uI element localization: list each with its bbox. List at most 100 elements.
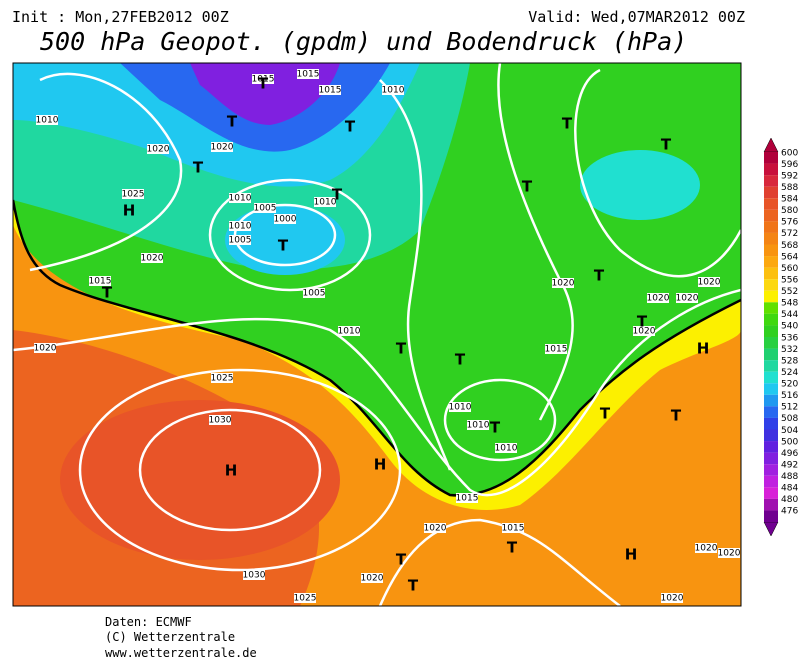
isobar-label-bg [361, 573, 383, 583]
isobar-label-bg [252, 74, 274, 84]
colorbar-label: 588 [781, 183, 798, 193]
colorbar-swatch [764, 348, 778, 361]
colorbar-swatch [764, 337, 778, 349]
colorbar-label: 516 [781, 391, 798, 401]
pressure-system: T [332, 186, 343, 204]
colorbar-swatch [764, 325, 778, 337]
colorbar-bottom-arrow [763, 521, 779, 537]
colorbar-label: 584 [781, 195, 798, 205]
pressure-system: T [227, 113, 238, 131]
colorbar-swatch [764, 313, 778, 326]
map-frame [12, 62, 742, 607]
isobar-label: 1015 [545, 345, 568, 355]
colorbar-swatch [764, 417, 778, 430]
colorbar-swatch [764, 186, 778, 199]
isobar-label-bg [424, 523, 446, 533]
isobar-label: 1010 [382, 86, 405, 96]
isobar [208, 178, 372, 292]
colorbar-label: 488 [781, 472, 798, 482]
colorbar-swatch [764, 498, 778, 511]
isobar-label: 1030 [243, 571, 266, 581]
colorbar-label: 556 [781, 275, 798, 285]
isobar [78, 368, 402, 572]
isobar [574, 68, 741, 278]
isobar-label: 1010 [229, 194, 252, 204]
pressure-system: H [697, 340, 710, 358]
isobar-label: 1015 [456, 494, 479, 504]
isobar-label: 1015 [252, 75, 275, 85]
isobar [379, 79, 452, 471]
isobar-label-bg [141, 253, 163, 263]
isobar-label-bg [718, 548, 740, 558]
footer-url: www.wetterzentrale.de [105, 646, 257, 660]
isobar-label-bg [552, 278, 574, 288]
colorbar-swatch [764, 232, 778, 245]
colorbar-swatch [764, 406, 778, 418]
isobar-label: 1020 [552, 279, 575, 289]
isobar-label: 1015 [502, 524, 525, 534]
isobar-label: 1020 [718, 549, 741, 559]
isobar-label: 1005 [229, 236, 252, 246]
colorbar-swatch [764, 371, 778, 384]
isobar-label-bg [211, 142, 233, 152]
isobar-label: 1015 [297, 70, 320, 80]
colorbar-label: 496 [781, 449, 798, 459]
isobar-label-bg [647, 293, 669, 303]
isobar-label-bg [34, 343, 56, 353]
isobar-label-bg [229, 235, 251, 245]
colorbar-swatch [764, 256, 778, 268]
isobar-label: 1020 [34, 344, 57, 354]
colorbar-label: 520 [781, 380, 798, 390]
isobar-label: 1010 [36, 116, 59, 126]
colorbar-label: 544 [781, 310, 798, 320]
isobar-label: 1020 [698, 278, 721, 288]
isobar-label: 1010 [495, 444, 518, 454]
colorbar-swatch [764, 279, 778, 291]
colorbar-label: 576 [781, 218, 798, 228]
pressure-system: T [193, 159, 204, 177]
pressure-system: T [278, 237, 289, 255]
colorbar-label: 480 [781, 495, 798, 505]
low-core [225, 205, 345, 275]
pressure-system: T [661, 136, 672, 154]
colorbar-label: 540 [781, 322, 798, 332]
isobar [138, 408, 322, 532]
colorbar-label: 532 [781, 345, 798, 355]
pressure-system: T [345, 118, 356, 136]
colorbar-label: 536 [781, 333, 798, 343]
pressure-system: T [507, 539, 518, 557]
isobar-label-bg [211, 373, 233, 383]
isobar-label-bg [274, 214, 296, 224]
isobar [29, 72, 183, 272]
pressure-system: H [123, 202, 136, 220]
colorbar-label: 548 [781, 299, 798, 309]
colorbar-label: 500 [781, 437, 798, 447]
isobar-label: 1020 [147, 145, 170, 155]
isobar-label: 1020 [647, 294, 670, 304]
isobar-label-bg [661, 593, 683, 603]
isobar-label: 1020 [211, 143, 234, 153]
isobar-label: 1025 [122, 190, 145, 200]
colorbar-label: 572 [781, 229, 798, 239]
pressure-system: T [102, 284, 113, 302]
colorbar-label: 596 [781, 160, 798, 170]
pressure-system: H [625, 546, 638, 564]
isobar-label: 1020 [424, 524, 447, 534]
pressure-system: T [594, 267, 605, 285]
isobar-label: 1010 [449, 403, 472, 413]
colorbar-swatch [764, 209, 778, 222]
colorbar-label: 508 [781, 414, 798, 424]
pressure-system: H [225, 462, 238, 480]
high-core [60, 400, 340, 560]
pressure-system: T [455, 351, 466, 369]
isobar-label-bg [36, 115, 58, 125]
pressure-system: T [637, 313, 648, 331]
colorbar-swatch [764, 302, 778, 314]
colorbar-swatch [764, 429, 778, 442]
title: 500 hPa Geopot. (gpdm) und Bodendruck (h… [40, 27, 687, 56]
colorbar-label: 492 [781, 460, 798, 470]
isobar-label: 1020 [141, 254, 164, 264]
isobar-label-bg [89, 276, 111, 286]
isobar-label-bg [695, 543, 717, 553]
pressure-system: T [408, 577, 419, 595]
